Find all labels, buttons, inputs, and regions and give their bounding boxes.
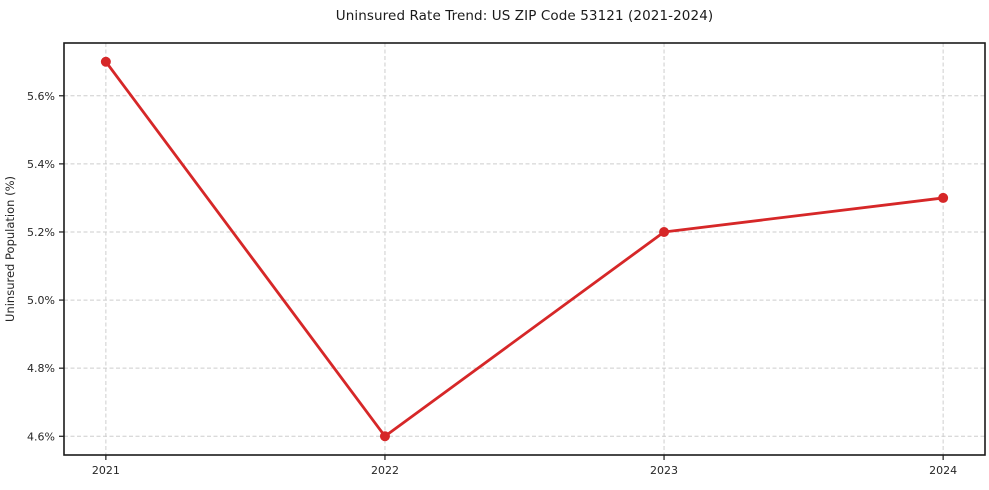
y-tick-label: 5.6%: [27, 90, 55, 103]
x-tick-label: 2024: [929, 464, 957, 477]
y-tick-label: 4.8%: [27, 362, 55, 375]
y-tick-label: 4.6%: [27, 430, 55, 443]
x-tick-label: 2023: [650, 464, 678, 477]
data-point-marker: [100, 56, 111, 67]
data-point-marker: [659, 226, 670, 237]
data-point-marker: [938, 192, 949, 203]
chart-title: Uninsured Rate Trend: US ZIP Code 53121 …: [335, 8, 714, 24]
y-tick-label: 5.4%: [27, 158, 55, 171]
y-tick-label: 5.2%: [27, 226, 55, 239]
plot-border: [63, 42, 986, 456]
y-axis-label: Uninsured Population (%): [3, 176, 17, 322]
data-point-marker: [379, 431, 390, 442]
x-tick-label: 2022: [371, 464, 399, 477]
x-tick-label: 2021: [92, 464, 120, 477]
trend-line: [104, 60, 945, 438]
y-tick-label: 5.0%: [27, 294, 55, 307]
